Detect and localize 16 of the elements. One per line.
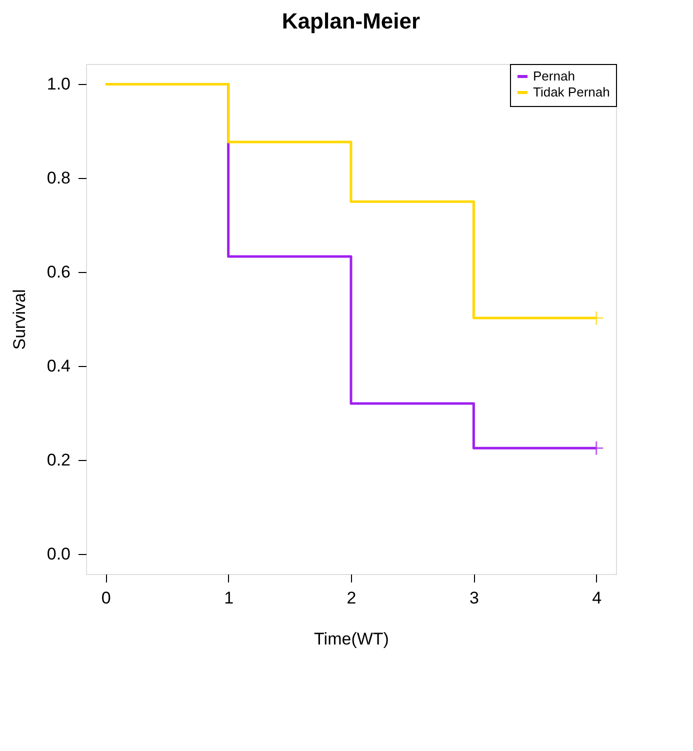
legend-label: Pernah [533, 68, 575, 84]
y-axis-title: Survival [10, 289, 29, 350]
x-tick-label: 0 [101, 588, 111, 608]
y-tick-label: 0.2 [46, 450, 70, 470]
y-tick-label: 0.8 [46, 168, 70, 188]
chart-title: Kaplan-Meier [282, 8, 421, 34]
legend-label: Tidak Pernah [533, 84, 610, 100]
y-tick-label: 0.4 [46, 356, 70, 376]
y-tick-label: 0.0 [46, 544, 70, 564]
x-tick-label: 3 [469, 588, 479, 608]
y-tick-label: 0.6 [46, 262, 70, 282]
x-tick-label: 2 [346, 588, 356, 608]
x-axis-title: Time(WT) [314, 630, 389, 648]
x-tick-label: 4 [592, 588, 602, 608]
x-tick-label: 1 [224, 588, 234, 608]
y-tick-label: 1.0 [46, 74, 70, 94]
